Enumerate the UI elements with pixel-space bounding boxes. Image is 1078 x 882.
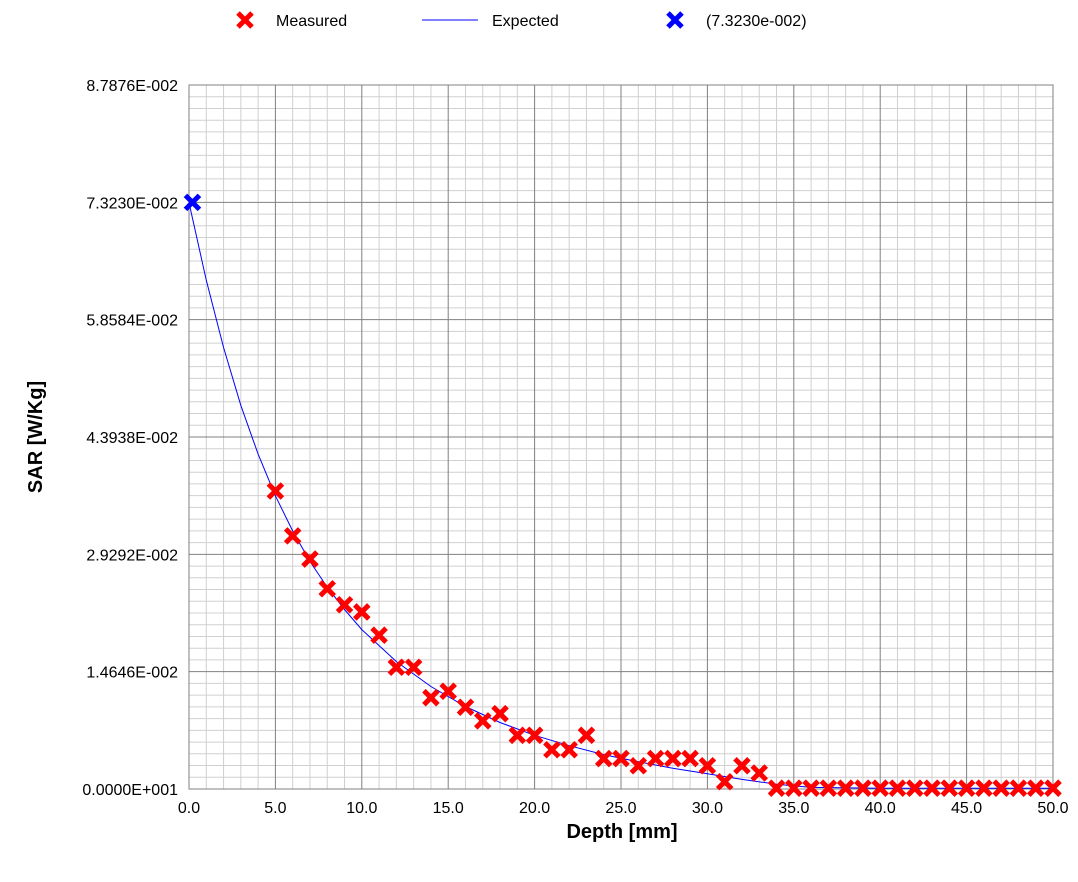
x-tick-label: 15.0 [433, 800, 464, 817]
y-tick-label: 0.0000E+001 [82, 782, 178, 799]
grid [189, 85, 1053, 789]
y-tick-label: 1.4646E-002 [86, 665, 178, 682]
legend-label: (7.3230e-002) [706, 13, 807, 30]
measured-point [664, 749, 682, 768]
x-tick-label: 25.0 [605, 800, 636, 817]
measured-point [525, 726, 544, 745]
measured-point [491, 704, 509, 723]
measured-point [353, 603, 371, 621]
legend-item: Expected [422, 13, 559, 30]
measured-point [283, 527, 302, 545]
measured-point [301, 550, 319, 568]
legend-label: Measured [276, 13, 347, 30]
measured-point [594, 749, 613, 768]
measured-point [975, 779, 993, 797]
x-tick-label: 50.0 [1037, 800, 1068, 817]
measured-point [715, 773, 734, 791]
measured-point [836, 779, 855, 797]
measured-point [577, 726, 596, 745]
measured-point [387, 658, 406, 676]
measured-point [733, 756, 751, 775]
x-axis-title: Depth [mm] [566, 821, 677, 843]
measured-point [1026, 779, 1045, 797]
measured-point [802, 779, 820, 797]
measured-point [456, 698, 475, 717]
reference-point [183, 193, 202, 212]
measured-point [905, 779, 924, 797]
measured-point [439, 682, 457, 701]
x-tick-label: 30.0 [692, 800, 723, 817]
y-tick-label: 7.3230E-002 [86, 195, 178, 212]
measured-point [560, 740, 578, 759]
legend-marker-swatch [236, 11, 254, 29]
y-axis-ticks: 0.0000E+001 1.4646E-002 2.9292E-002 4.3938E… [82, 78, 178, 799]
y-axis-title: SAR [W/Kg] [25, 381, 47, 493]
measured-point [1009, 779, 1028, 797]
measured-point [629, 756, 648, 775]
x-tick-label: 35.0 [778, 800, 809, 817]
x-tick-label: 40.0 [865, 800, 896, 817]
measured-point [871, 779, 889, 797]
measured-point [923, 779, 941, 797]
measured-point [750, 764, 769, 782]
measured-point [318, 579, 337, 598]
x-axis-ticks: 0.0 5.0 10.0 15.0 20.0 25.0 30.0 35.0 40.0 45.0 50… [178, 800, 1069, 817]
plot-frame [188, 84, 1054, 790]
measured-point [543, 740, 561, 759]
y-tick-label: 2.9292E-002 [86, 547, 178, 564]
y-tick-label: 5.8584E-002 [86, 313, 178, 330]
x-tick-label: 10.0 [346, 800, 377, 817]
legend-marker-swatch [666, 11, 684, 29]
measured-point [1044, 779, 1062, 797]
measured-point [819, 779, 838, 797]
measured-point [785, 779, 803, 797]
measured-point [767, 779, 786, 797]
measured-point [681, 749, 699, 768]
legend-item: Measured [236, 11, 347, 30]
measured-point [508, 726, 527, 745]
measured-point [992, 779, 1010, 797]
legend-item: (7.3230e-002) [666, 11, 807, 30]
measured-point [612, 749, 630, 768]
measured-point [404, 658, 423, 676]
x-tick-label: 5.0 [264, 800, 286, 817]
measured-point [473, 712, 492, 730]
y-tick-label: 8.7876E-002 [86, 78, 178, 95]
measured-point [646, 749, 665, 768]
y-tick-label: 4.3938E-002 [86, 430, 178, 447]
x-tick-label: 45.0 [951, 800, 982, 817]
measured-point [888, 779, 907, 797]
measured-point [698, 756, 717, 775]
x-tick-label: 20.0 [519, 800, 550, 817]
measured-point [940, 779, 959, 797]
x-tick-label: 0.0 [178, 800, 200, 817]
measured-point [335, 595, 354, 614]
measured-point [854, 779, 872, 797]
measured-point [370, 626, 388, 644]
measured-point [957, 779, 976, 797]
legend: Measured Expected (7.3230e-002) [236, 11, 807, 30]
series-layer [183, 193, 1062, 797]
plot-border [188, 84, 1054, 790]
legend-label: Expected [492, 13, 559, 30]
measured-point [422, 688, 440, 707]
measured-point [266, 482, 285, 500]
